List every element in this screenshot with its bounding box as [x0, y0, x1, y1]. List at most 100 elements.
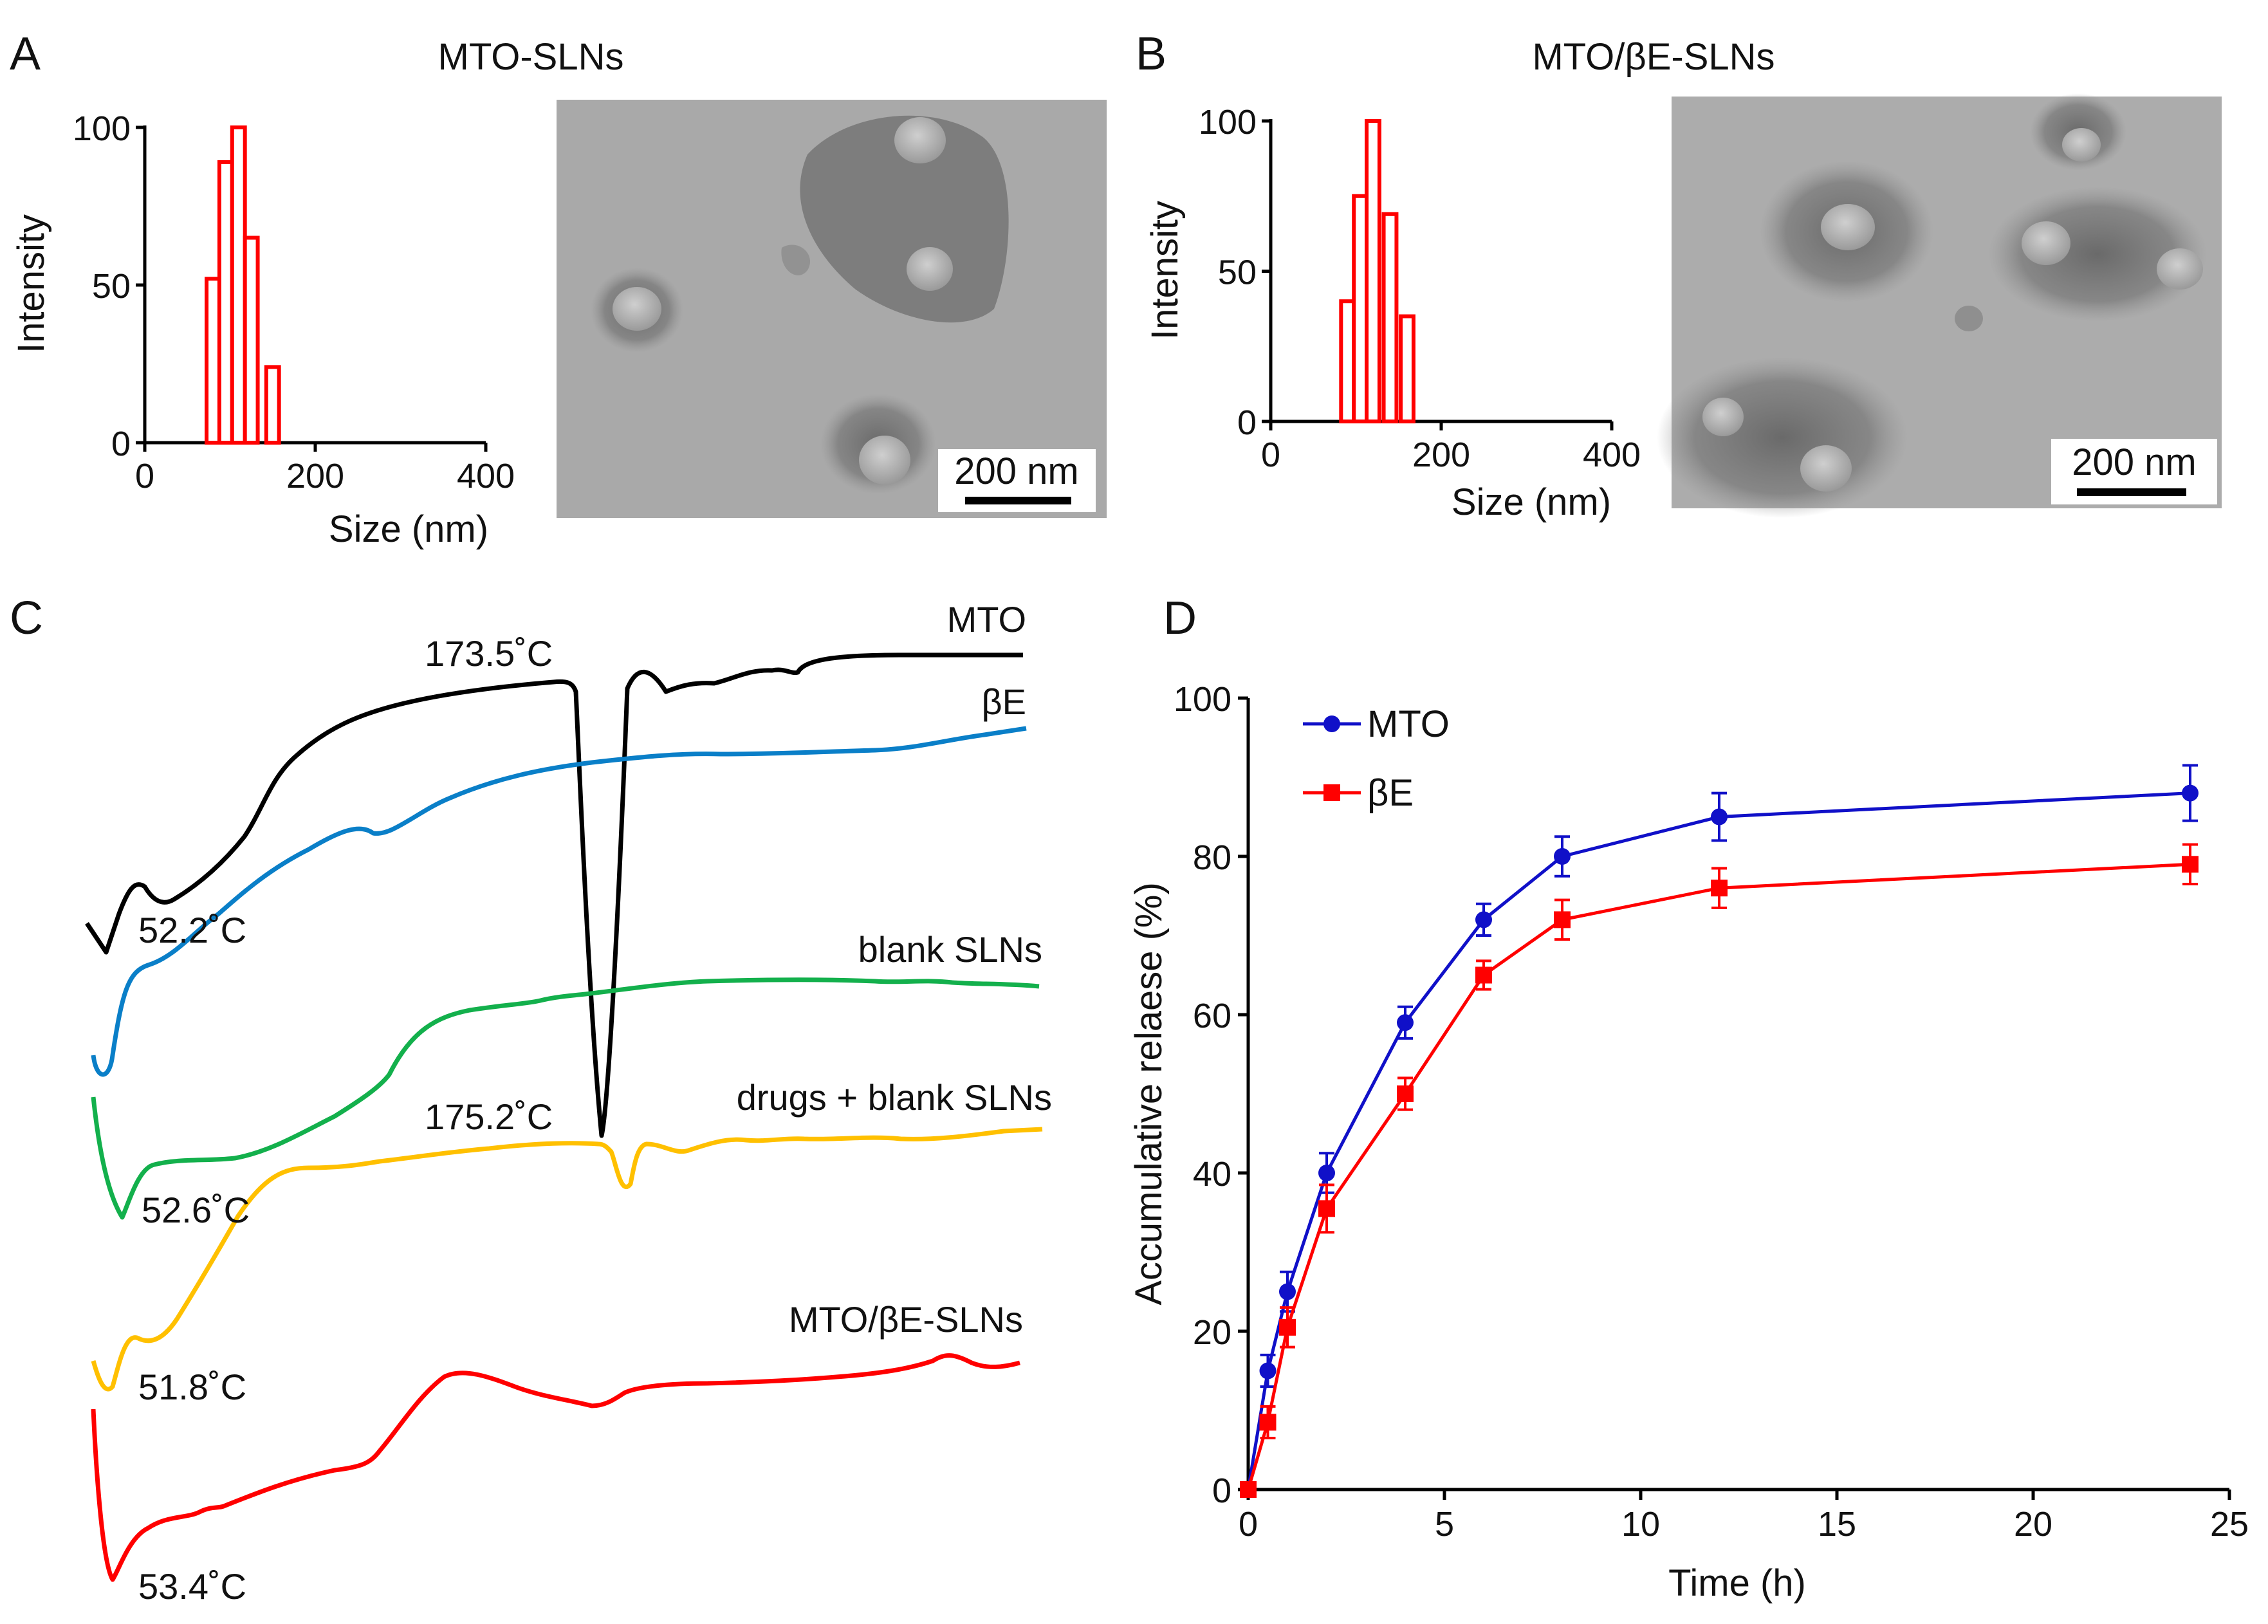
tem-particle [1702, 398, 1744, 436]
scale-bar-label: 200 nm [2072, 441, 2196, 483]
legend-label-beta-e: βE [1367, 772, 1414, 814]
data-point [1554, 848, 1571, 865]
x-tick-label: 20 [2014, 1505, 2052, 1544]
peak-annotation: 51.8˚C [138, 1367, 246, 1407]
data-point [1279, 1318, 1296, 1336]
x-tick-label: 200 [286, 457, 344, 495]
y-tick-label: 20 [1193, 1313, 1231, 1352]
legend-label-mto: MTO [1367, 703, 1450, 745]
dsc-curve-mto [85, 652, 1023, 1138]
peak-annotation: 173.5˚C [425, 633, 553, 674]
x-tick-label: 0 [1239, 1505, 1258, 1544]
y-tick-label: 40 [1193, 1155, 1231, 1194]
y-tick-label: 0 [1212, 1472, 1231, 1510]
x-tick-label: 400 [1583, 436, 1641, 474]
y-tick-label: 100 [1199, 103, 1257, 142]
peak-annotation: 52.6˚C [142, 1190, 250, 1230]
dsc-label-mto: MTO [947, 599, 1026, 640]
histogram-bar [264, 365, 281, 445]
panel-letter-d: D [1163, 593, 1197, 644]
legend-marker-mto [1323, 715, 1340, 732]
x-tick-label: 0 [1261, 436, 1280, 474]
tem-particle [894, 117, 946, 163]
y-tick-label: 50 [92, 267, 131, 306]
data-point [1397, 1085, 1414, 1102]
x-tick-label: 5 [1435, 1505, 1454, 1544]
dsc-label-drugs-blank-slns: drugs + blank SLNs [737, 1077, 1052, 1118]
panel-a-y-label: Intensity [10, 214, 52, 353]
data-point [1711, 808, 1728, 826]
data-point [1259, 1362, 1277, 1379]
dsc-label-blank-slns: blank SLNs [858, 929, 1042, 970]
tem-artifact [781, 245, 811, 275]
y-tick-label: 0 [1237, 403, 1257, 442]
x-tick-label: 400 [457, 457, 515, 495]
x-tick-label: 15 [1818, 1505, 1856, 1544]
dsc-label-mto-be-slns: MTO/βE-SLNs [789, 1299, 1023, 1340]
data-point [2182, 784, 2199, 802]
tem-particle-halo [1988, 187, 2207, 322]
y-tick-label: 100 [1174, 680, 1231, 719]
panel-d-x-label: Time (h) [1668, 1562, 1806, 1604]
panel-d-y-label: Accumulative relaese (%) [1128, 882, 1170, 1306]
panel-c-dsc-thermograms: MTO βE blank SLNs drugs + blank SLNs MTO… [85, 599, 1052, 1607]
x-tick-label: 200 [1412, 436, 1470, 474]
panel-b-histogram: 0 200 400 0 50 100 Intensity Size (nm) [1144, 103, 1641, 523]
dsc-label-beta-e: βE [981, 681, 1026, 722]
tem-artifact [1955, 306, 1983, 331]
panel-b-x-label: Size (nm) [1452, 481, 1611, 523]
data-point [1475, 911, 1492, 928]
data-point [1318, 1200, 1335, 1217]
panel-a-tem-image: 200 nm [557, 100, 1107, 518]
peak-annotation: 175.2˚C [425, 1096, 553, 1137]
tem-aggregate-shadow [800, 115, 1009, 323]
panel-letter-c: C [10, 593, 43, 644]
peak-annotation: 53.4˚C [138, 1566, 246, 1607]
data-point [2182, 856, 2199, 873]
histogram-bar [1399, 314, 1415, 423]
data-point [1554, 911, 1571, 928]
panel-b-y-label: Intensity [1144, 201, 1186, 340]
y-tick-label: 80 [1193, 838, 1231, 877]
data-point [1397, 1014, 1414, 1031]
data-point [1318, 1165, 1335, 1181]
legend-marker-beta-e [1323, 784, 1340, 801]
data-point [1240, 1481, 1257, 1498]
y-tick-label: 0 [111, 425, 131, 463]
panel-b-title: MTO/βE-SLNs [1532, 36, 1775, 78]
x-tick-label: 10 [1621, 1505, 1660, 1544]
histogram-bar [1381, 212, 1399, 423]
data-point [1711, 880, 1728, 897]
panel-letter-a: A [10, 28, 41, 80]
x-tick-label: 0 [135, 457, 154, 495]
panel-a-histogram: 0 200 400 0 50 100 Intensity Size (nm) [10, 109, 515, 550]
panel-d-legend: MTO βE [1303, 703, 1450, 814]
scale-bar-label: 200 nm [954, 450, 1078, 492]
data-point [1475, 966, 1492, 984]
dsc-curve-drugs-blank-slns [91, 1127, 1043, 1392]
x-tick-label: 25 [2210, 1505, 2249, 1544]
tem-particle [859, 436, 910, 484]
tem-particle-halo [1657, 357, 1908, 518]
peak-annotation: 52.2˚C [138, 910, 246, 950]
tem-particle [2022, 221, 2070, 265]
y-tick-label: 50 [1218, 254, 1257, 292]
dsc-curve-beta-e [91, 726, 1027, 1077]
tem-particle [2157, 248, 2203, 290]
data-point [1279, 1283, 1296, 1300]
tem-particle [2062, 128, 2101, 161]
tem-particle [1821, 204, 1875, 250]
tem-particle [613, 287, 661, 331]
dsc-curve-blank-slns [91, 977, 1040, 1220]
y-tick-label: 60 [1193, 997, 1231, 1035]
data-point [1259, 1414, 1277, 1431]
tem-particle [1800, 445, 1852, 492]
panel-b-tem-image: 200 nm [1657, 93, 2222, 518]
panel-a-x-label: Size (nm) [329, 508, 488, 550]
series-line-beta-e [1246, 862, 2191, 1490]
panel-d-release-chart: 0 5 10 15 20 25 0 20 40 60 80 100 Accumulative rela… [1128, 680, 2249, 1604]
panel-letter-b: B [1136, 28, 1166, 80]
tem-particle [907, 247, 953, 291]
y-tick-label: 100 [73, 109, 131, 148]
